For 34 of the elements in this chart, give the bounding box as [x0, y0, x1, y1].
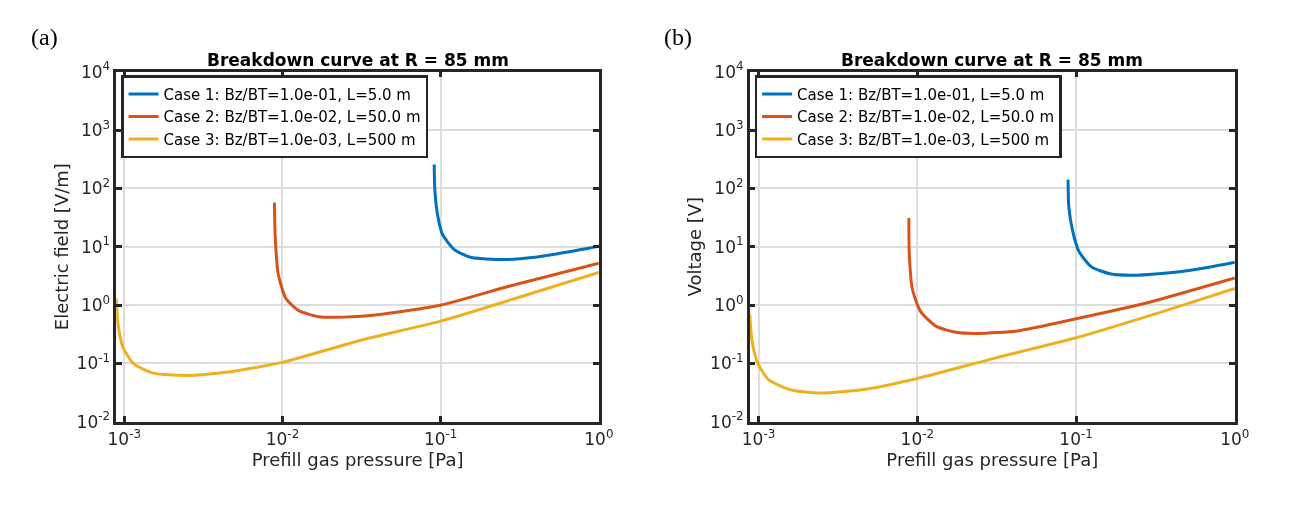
- chart-title: Breakdown curve at R = 85 mm: [207, 50, 510, 70]
- y-tick-label: 10$^{-2}$: [710, 409, 744, 432]
- legend-label: Case 2: Bz/BT=1.0e-02, L=50.0 m: [797, 108, 1054, 127]
- x-tick-label: 10$^{0}$: [1220, 426, 1250, 449]
- y-tick-label: 10$^{1}$: [80, 234, 111, 257]
- y-tick-label: 10$^{0}$: [714, 292, 744, 315]
- x-tick-label: 10$^{-2}$: [900, 426, 935, 449]
- legend-label: Case 1: Bz/BT=1.0e-01, L=5.0 m: [163, 85, 411, 104]
- x-tick-label: 10$^{-1}$: [1059, 426, 1093, 449]
- legend-label: Case 3: Bz/BT=1.0e-03, L=500 m: [797, 130, 1050, 149]
- x-tick-label: 10$^{0}$: [584, 426, 614, 449]
- x-axis-title: Prefill gas pressure [Pa]: [886, 448, 1099, 470]
- text: (b): [664, 24, 692, 50]
- legend-label: Case 1: Bz/BT=1.0e-01, L=5.0 m: [797, 85, 1045, 104]
- y-tick-label: 10$^{3}$: [80, 117, 111, 140]
- x-tick-label: 10$^{-3}$: [741, 426, 776, 449]
- y-tick-label: 10$^{-1}$: [710, 351, 744, 374]
- y-tick-label: 10$^{0}$: [80, 292, 111, 315]
- y-tick-label: 10$^{-1}$: [76, 351, 111, 374]
- y-tick-label: 10$^{2}$: [80, 176, 111, 199]
- y-axis-title: Electric field [V/m]: [50, 163, 72, 331]
- y-tick-label: 10$^{3}$: [714, 117, 744, 140]
- y-tick-label: 10$^{1}$: [714, 234, 744, 257]
- y-tick-label: 10$^{2}$: [714, 176, 744, 199]
- legend-label: Case 3: Bz/BT=1.0e-03, L=500 m: [163, 130, 416, 149]
- legend-label: Case 2: Bz/BT=1.0e-02, L=50.0 m: [163, 108, 421, 127]
- y-axis-title: Voltage [V]: [684, 196, 706, 297]
- y-tick-label: 10$^{4}$: [714, 59, 744, 82]
- chart-title: Breakdown curve at R = 85 mm: [841, 50, 1144, 70]
- x-axis-title: Prefill gas pressure [Pa]: [251, 448, 464, 470]
- x-tick-label: 10$^{-2}$: [265, 426, 300, 449]
- text: (a): [31, 24, 58, 50]
- y-tick-label: 10$^{4}$: [80, 59, 111, 82]
- x-tick-label: 10$^{-1}$: [423, 426, 458, 449]
